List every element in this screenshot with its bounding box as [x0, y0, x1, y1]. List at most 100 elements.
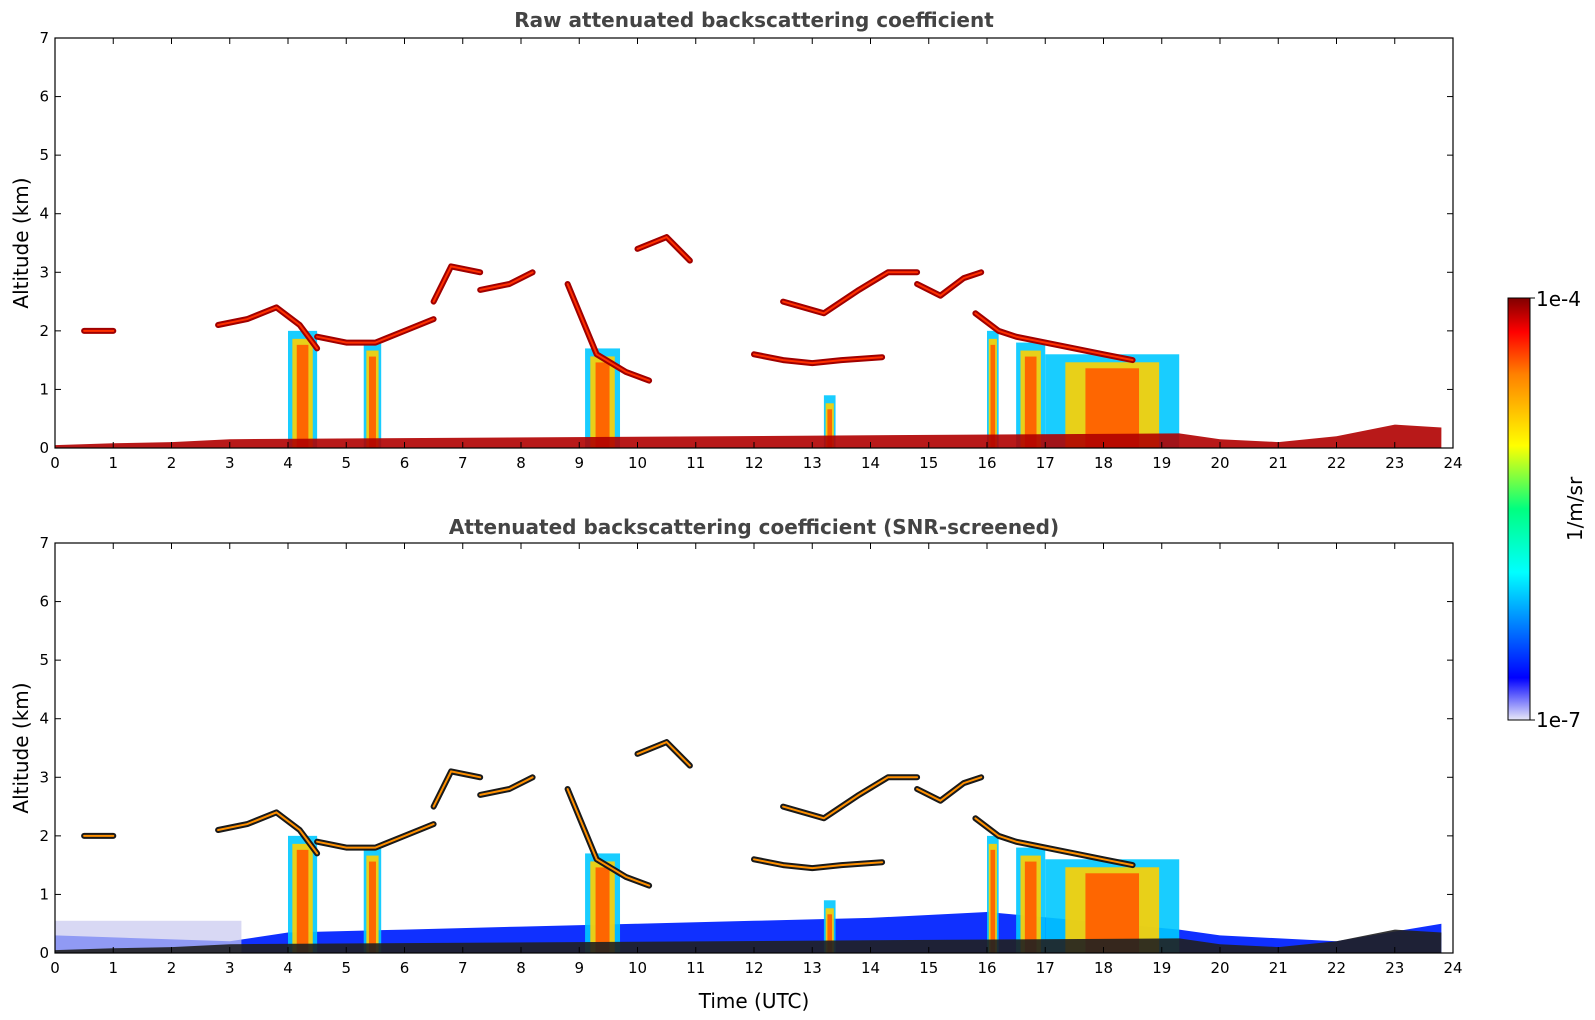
precip-column-core: [368, 861, 376, 953]
x-tick-label: 11: [686, 454, 705, 472]
x-tick-label: 24: [1443, 454, 1462, 472]
cloud-layer-core: [782, 271, 919, 315]
precip-column-core: [1024, 356, 1037, 448]
x-tick-label: 10: [628, 959, 647, 977]
y-tick-label: 7: [39, 534, 49, 552]
x-tick-label: 15: [919, 454, 938, 472]
x-tick-label: 9: [574, 959, 584, 977]
cloud-layer-core: [636, 235, 691, 262]
x-tick-label: 21: [1269, 454, 1288, 472]
cloud-layer-core: [217, 306, 319, 350]
colorbar-gradient: [1507, 297, 1531, 721]
x-tick-label: 19: [1152, 454, 1171, 472]
x-tick-label: 6: [400, 959, 410, 977]
x-tick-label: 0: [50, 959, 60, 977]
cloud-layer-core: [432, 770, 482, 808]
noise-band: [55, 120, 1453, 202]
y-axis-label: Altitude (km): [9, 177, 33, 308]
x-tick-label: 1: [108, 959, 118, 977]
raw-backscatter-panel: Raw attenuated backscattering coefficien…: [9, 8, 1463, 472]
x-tick-label: 16: [977, 454, 996, 472]
x-tick-label: 23: [1385, 454, 1404, 472]
y-tick-label: 5: [39, 651, 49, 669]
cloud-layer-core: [753, 353, 884, 365]
x-tick-label: 20: [1210, 454, 1229, 472]
screened-backscatter-panel: Attenuated backscattering coefficient (S…: [9, 515, 1463, 1013]
x-tick-label: 18: [1094, 454, 1113, 472]
cloud-layer-core: [316, 318, 435, 344]
precip-column-core: [595, 867, 610, 953]
clear-region: [107, 354, 230, 437]
x-tick-label: 10: [628, 454, 647, 472]
colorbar: 1e-4 1e-7 1/m/sr: [1507, 287, 1587, 732]
y-tick-label: 5: [39, 146, 49, 164]
x-tick-label: 2: [167, 959, 177, 977]
y-tick-label: 6: [39, 88, 49, 106]
x-tick-label: 11: [686, 959, 705, 977]
cloud-layer: [314, 821, 437, 851]
cloud-layer: [634, 739, 693, 769]
x-tick-label: 13: [803, 454, 822, 472]
cloud-layer-core: [636, 740, 691, 767]
cloud-layer-core: [974, 312, 1134, 362]
x-tick-label: 20: [1210, 959, 1229, 977]
cloud-layer-core: [432, 265, 482, 303]
x-tick-label: 7: [458, 454, 468, 472]
cloud-layer: [477, 774, 536, 798]
x-tick-label: 19: [1152, 959, 1171, 977]
x-tick-label: 9: [574, 454, 584, 472]
y-tick-label: 3: [39, 263, 49, 281]
heatmap-area: [55, 38, 1453, 448]
colorbar-max-label: 1e-4: [1536, 287, 1581, 311]
x-tick-label: 22: [1327, 959, 1346, 977]
y-tick-label: 2: [39, 827, 49, 845]
chart-title: Attenuated backscattering coefficient (S…: [449, 515, 1059, 539]
x-tick-label: 16: [977, 959, 996, 977]
x-tick-label: 21: [1269, 959, 1288, 977]
precip-column-core: [990, 849, 996, 953]
y-tick-label: 7: [39, 29, 49, 47]
x-tick-label: 15: [919, 959, 938, 977]
surface-layer: [55, 929, 1442, 953]
x-tick-label: 7: [458, 959, 468, 977]
precip-column-core: [368, 356, 376, 448]
y-tick-label: 0: [39, 944, 49, 962]
x-tick-label: 3: [225, 454, 235, 472]
chart-title: Raw attenuated backscattering coefficien…: [514, 8, 994, 32]
precip-column-core: [1024, 861, 1037, 953]
x-tick-label: 0: [50, 454, 60, 472]
noise-field: [55, 38, 1453, 448]
x-tick-label: 24: [1443, 959, 1462, 977]
x-tick-label: 22: [1327, 454, 1346, 472]
x-tick-label: 6: [400, 454, 410, 472]
y-axis-label: Altitude (km): [9, 682, 33, 813]
feature-layer: [55, 739, 1442, 953]
x-tick-label: 8: [516, 454, 526, 472]
cloud-layer-core: [916, 776, 983, 802]
clear-region: [1278, 354, 1442, 419]
x-tick-label: 17: [1036, 454, 1055, 472]
cloud-layer-core: [753, 858, 884, 870]
x-tick-label: 12: [744, 454, 763, 472]
x-tick-label: 18: [1094, 959, 1113, 977]
precip-column-core: [296, 849, 309, 953]
feature-layer: [55, 234, 1442, 448]
surface-layer: [55, 424, 1442, 448]
y-tick-label: 1: [39, 885, 49, 903]
x-tick-label: 3: [225, 959, 235, 977]
noise-band: [55, 202, 1453, 284]
x-tick-label: 1: [108, 454, 118, 472]
no-data-region: [1441, 38, 1453, 448]
colorbar-unit-label: 1/m/sr: [1563, 476, 1587, 541]
y-tick-label: 2: [39, 322, 49, 340]
y-axis: 0 1 2 3 4 5 6 7: [39, 534, 1453, 962]
x-tick-label: 4: [283, 454, 293, 472]
cloud-layer-core: [479, 776, 534, 796]
y-tick-label: 4: [39, 710, 49, 728]
x-tick-label: 14: [861, 454, 880, 472]
x-axis: 0 1 2 3 4 5 6 7 8 9 10 11 12 13 14 15 16 17 18 19 20 21 22 23 24: [50, 38, 1463, 472]
precip-column-core: [296, 344, 309, 448]
x-tick-label: 8: [516, 959, 526, 977]
precip-column-core: [827, 409, 833, 448]
